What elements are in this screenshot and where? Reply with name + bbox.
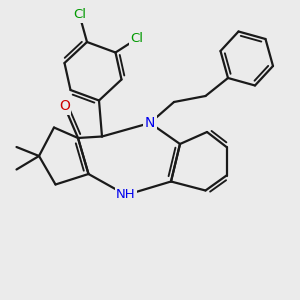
Text: O: O [59,100,70,113]
Text: Cl: Cl [73,8,86,22]
Text: NH: NH [116,188,136,202]
Text: Cl: Cl [130,32,143,46]
Text: N: N [145,116,155,130]
